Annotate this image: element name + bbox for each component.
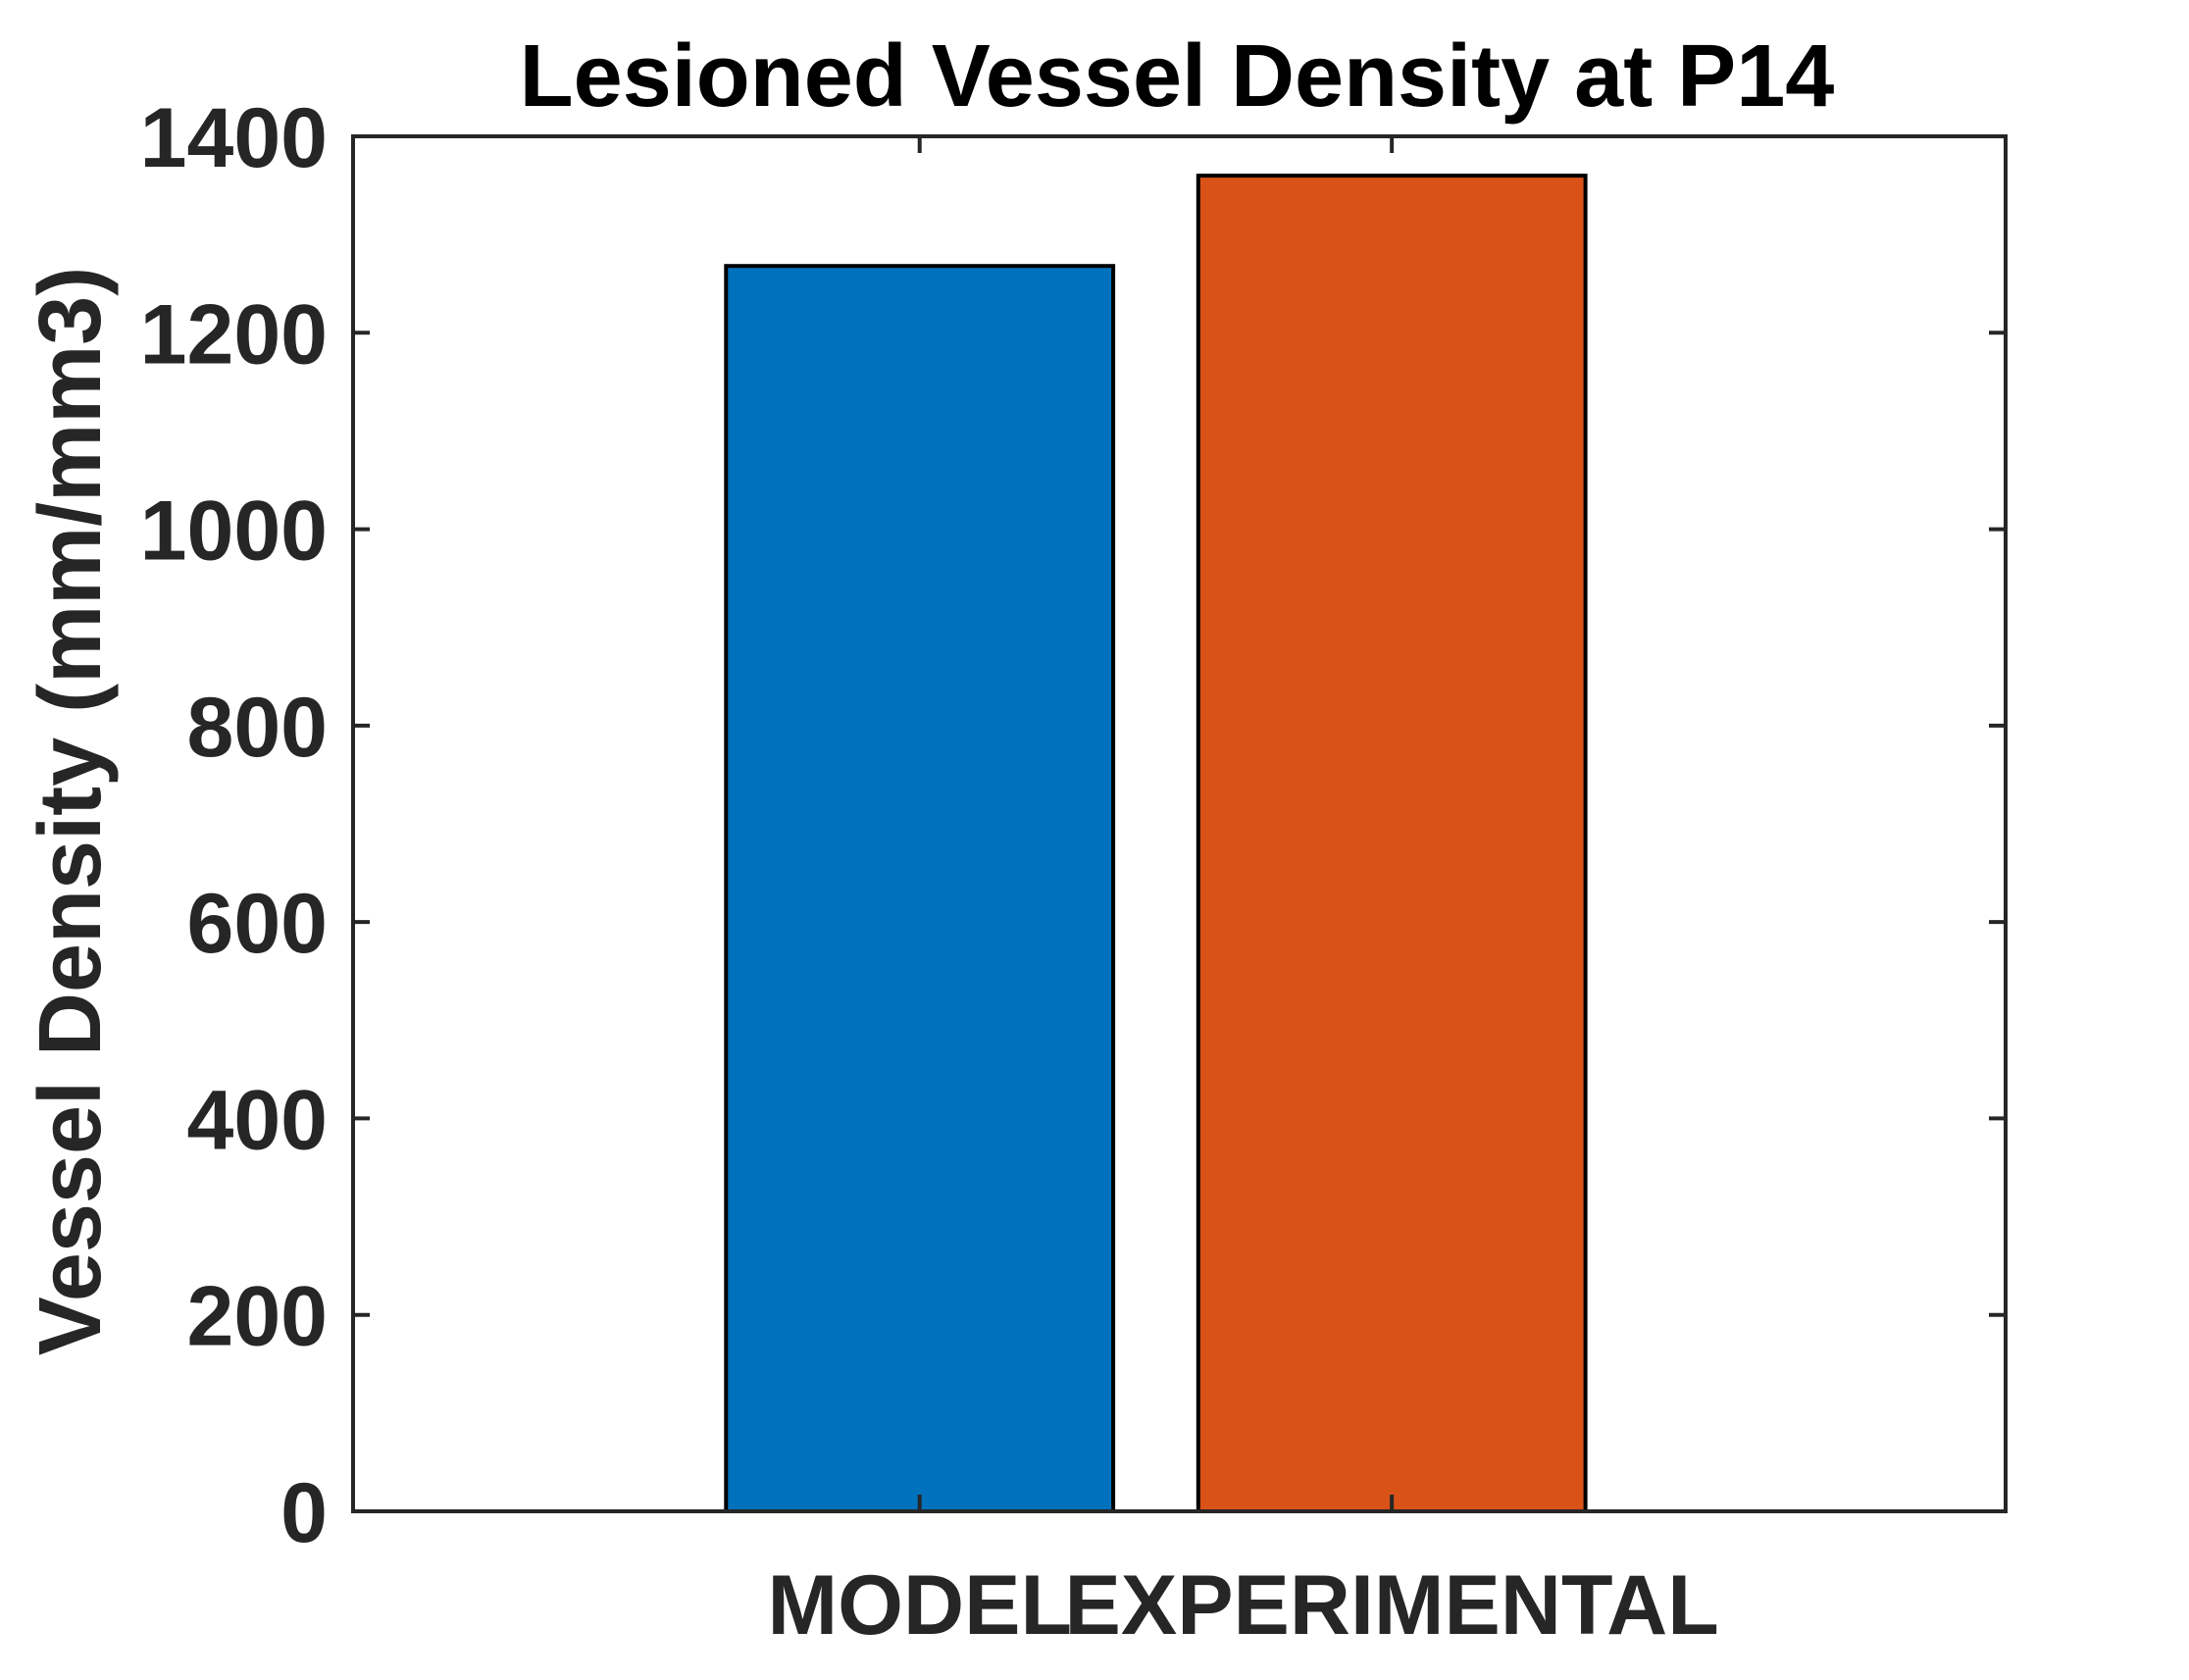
y-tick-label: 400 <box>187 1073 329 1167</box>
y-tick-label: 1000 <box>140 484 328 579</box>
bar-experimental <box>1196 174 1588 1514</box>
y-tick-label: 800 <box>187 681 329 775</box>
axes-box <box>351 134 2008 1513</box>
x-tick-label-model: MODEL <box>767 1558 1072 1653</box>
chart-title: Lesioned Vessel Density at P14 <box>520 27 1835 126</box>
y-tick-labels: 0 200 400 600 800 1000 1200 1400 <box>140 91 328 1560</box>
y-tick-label: 1400 <box>140 91 328 185</box>
y-tick-label: 0 <box>280 1466 328 1560</box>
y-tick-label: 600 <box>187 877 329 971</box>
bar-model <box>724 264 1116 1514</box>
y-tick-label: 1200 <box>140 287 328 382</box>
bars-layer <box>724 174 1588 1514</box>
y-tick-label: 200 <box>187 1270 329 1364</box>
y-axis-label: Vessel Density (mm/mm3) <box>22 267 120 1356</box>
x-tick-label-experimental: EXPERIMENTAL <box>1064 1558 1718 1653</box>
